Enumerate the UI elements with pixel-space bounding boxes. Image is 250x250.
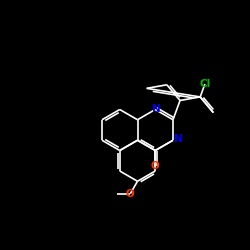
Text: O: O — [126, 189, 135, 199]
Text: O: O — [151, 161, 160, 171]
Text: N: N — [174, 134, 183, 144]
Text: Cl: Cl — [199, 79, 210, 89]
Text: N: N — [152, 104, 161, 115]
